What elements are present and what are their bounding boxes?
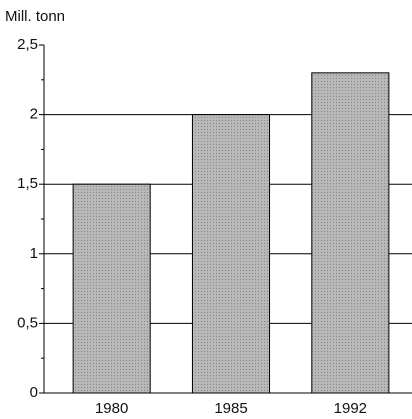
x-tick-label: 1980 — [95, 400, 128, 417]
x-tick-label: 1992 — [334, 400, 367, 417]
y-tick-label: 2 — [30, 106, 38, 123]
y-tick-label: 0 — [30, 384, 38, 401]
y-axis-label: Mill. tonn — [5, 8, 65, 25]
bar — [311, 72, 390, 394]
y-tick-label: 2,5 — [17, 36, 38, 53]
bar — [72, 183, 151, 394]
y-tick-label: 1,5 — [17, 175, 38, 192]
x-tick-label: 1985 — [214, 400, 247, 417]
bar — [191, 114, 271, 394]
y-tick-label: 0,5 — [17, 314, 38, 331]
y-tick-label: 1 — [30, 245, 38, 262]
